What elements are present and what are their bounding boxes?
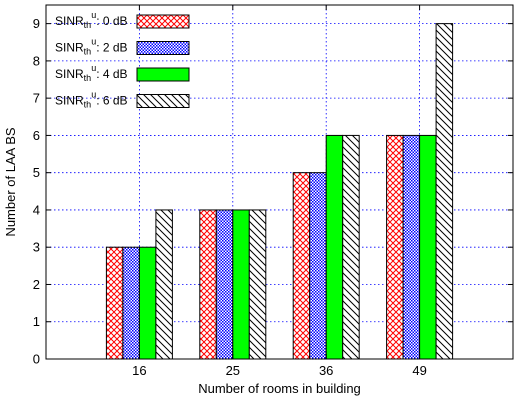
bar-checker: [402, 134, 421, 360]
y-tick-label: 0: [33, 352, 40, 367]
bar-checker: [215, 209, 234, 360]
legend-label: SINRthu: 0 dB: [55, 10, 128, 30]
x-tick-label: 49: [412, 363, 426, 378]
legend-swatch: [136, 41, 190, 55]
y-tick-label: 1: [33, 314, 40, 329]
legend: SINRthu: 0 dB SINRthu: 2 dB SINRthu: 4 dB S…: [55, 10, 190, 110]
y-tick-label: 4: [33, 202, 40, 217]
bar-diagonal: [155, 209, 173, 360]
legend-label: SINRthu: 4 dB: [55, 63, 128, 83]
ticks: 0 1 2 3 4 5 6 7 8 9 16 25 36 49: [33, 5, 513, 378]
y-tick-label: 7: [33, 91, 40, 106]
bar-checker: [309, 172, 327, 360]
bar-crosshatch: [105, 246, 124, 360]
bar-crosshatch: [386, 134, 404, 360]
bar-diagonal: [435, 23, 454, 360]
bar-solid: [419, 134, 437, 360]
y-tick-label: 3: [33, 240, 40, 255]
bar-solid: [232, 209, 250, 360]
plot-frame: [45, 4, 514, 360]
x-tick-label: 16: [132, 363, 146, 378]
bar-diagonal: [248, 209, 267, 360]
legend-label: SINRthu: 2 dB: [55, 37, 128, 57]
y-tick-label: 8: [33, 53, 40, 68]
y-axis-label: Number of LAA BS: [3, 127, 18, 236]
bar-checker: [122, 246, 140, 360]
y-tick-label: 2: [33, 277, 40, 292]
legend-swatch: [136, 94, 190, 108]
x-tick-label: 25: [226, 363, 240, 378]
legend-swatch: [136, 67, 190, 82]
bars: [105, 23, 454, 360]
legend-label: SINRthu: 6 dB: [55, 90, 128, 110]
bar-solid: [325, 134, 344, 360]
bar-solid: [138, 246, 157, 360]
bar-crosshatch: [199, 209, 217, 360]
y-tick-label: 9: [33, 16, 40, 31]
y-tick-label: 5: [33, 165, 40, 180]
x-tick-label: 36: [319, 363, 333, 378]
bar-crosshatch: [292, 172, 311, 360]
y-tick-label: 6: [33, 128, 40, 143]
legend-swatch: [136, 14, 190, 29]
x-axis-label: Number of rooms in building: [198, 381, 361, 396]
bar-diagonal: [342, 134, 360, 360]
